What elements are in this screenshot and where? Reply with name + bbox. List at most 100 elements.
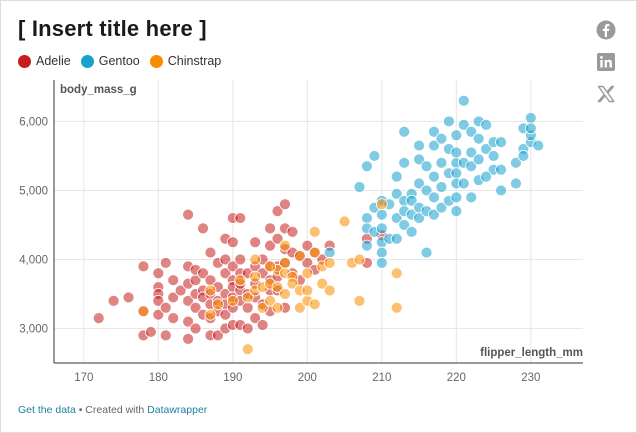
data-point-gentoo[interactable]: [465, 146, 478, 159]
data-point-chinstrap[interactable]: [241, 291, 254, 304]
data-point-adelie[interactable]: [234, 253, 247, 266]
data-point-gentoo[interactable]: [450, 205, 463, 218]
data-point-gentoo[interactable]: [405, 194, 418, 207]
data-point-gentoo[interactable]: [487, 150, 500, 162]
data-point-gentoo[interactable]: [442, 115, 455, 128]
data-point-gentoo[interactable]: [413, 139, 425, 152]
data-point-gentoo[interactable]: [390, 212, 403, 224]
data-point-chinstrap[interactable]: [390, 267, 403, 280]
legend-item-gentoo[interactable]: Gentoo: [80, 54, 140, 68]
data-point-chinstrap[interactable]: [390, 301, 403, 314]
data-point-adelie[interactable]: [189, 301, 202, 314]
data-point-chinstrap[interactable]: [241, 343, 254, 356]
data-point-adelie[interactable]: [249, 312, 262, 325]
data-point-gentoo[interactable]: [413, 212, 425, 224]
data-point-adelie[interactable]: [122, 291, 135, 304]
data-point-chinstrap[interactable]: [286, 277, 299, 290]
data-point-gentoo[interactable]: [405, 225, 418, 238]
data-point-adelie[interactable]: [264, 239, 276, 252]
data-point-gentoo[interactable]: [510, 177, 522, 190]
data-point-gentoo[interactable]: [524, 112, 537, 124]
data-point-gentoo[interactable]: [398, 219, 411, 231]
data-point-chinstrap[interactable]: [293, 250, 306, 262]
data-point-chinstrap[interactable]: [293, 301, 306, 314]
data-point-gentoo[interactable]: [420, 246, 433, 259]
data-point-gentoo[interactable]: [457, 94, 470, 107]
data-point-gentoo[interactable]: [323, 246, 336, 259]
data-point-chinstrap[interactable]: [271, 301, 284, 314]
data-point-gentoo[interactable]: [435, 132, 448, 145]
data-point-adelie[interactable]: [271, 232, 284, 245]
data-point-chinstrap[interactable]: [137, 305, 150, 318]
data-point-chinstrap[interactable]: [256, 301, 269, 314]
data-point-chinstrap[interactable]: [279, 257, 291, 269]
data-point-chinstrap[interactable]: [301, 284, 314, 297]
data-point-gentoo[interactable]: [517, 150, 530, 162]
data-point-gentoo[interactable]: [375, 222, 388, 235]
data-point-gentoo[interactable]: [480, 170, 493, 183]
data-point-adelie[interactable]: [167, 291, 180, 304]
data-point-adelie[interactable]: [152, 267, 165, 280]
facebook-icon[interactable]: [596, 20, 616, 40]
data-point-gentoo[interactable]: [390, 232, 403, 245]
data-point-adelie[interactable]: [144, 326, 157, 338]
data-point-gentoo[interactable]: [375, 208, 388, 221]
data-point-chinstrap[interactable]: [204, 284, 217, 297]
data-point-adelie[interactable]: [167, 274, 180, 287]
data-point-adelie[interactable]: [226, 260, 239, 273]
data-point-chinstrap[interactable]: [226, 294, 239, 307]
data-point-gentoo[interactable]: [390, 170, 403, 183]
data-point-chinstrap[interactable]: [249, 270, 262, 283]
data-point-adelie[interactable]: [204, 246, 217, 259]
data-point-adelie[interactable]: [182, 332, 195, 345]
data-point-adelie[interactable]: [226, 236, 239, 249]
data-point-adelie[interactable]: [182, 208, 195, 221]
data-point-chinstrap[interactable]: [271, 281, 284, 293]
data-point-chinstrap[interactable]: [323, 284, 336, 297]
data-point-chinstrap[interactable]: [338, 215, 351, 228]
data-point-chinstrap[interactable]: [234, 274, 247, 287]
data-point-gentoo[interactable]: [353, 181, 366, 193]
data-point-gentoo[interactable]: [465, 125, 478, 138]
data-point-adelie[interactable]: [271, 205, 284, 218]
data-point-gentoo[interactable]: [472, 132, 485, 145]
data-point-adelie[interactable]: [182, 294, 195, 307]
legend-item-chinstrap[interactable]: Chinstrap: [149, 54, 221, 68]
data-point-adelie[interactable]: [107, 294, 120, 307]
data-point-chinstrap[interactable]: [308, 298, 321, 311]
data-point-adelie[interactable]: [152, 294, 165, 307]
data-point-chinstrap[interactable]: [204, 308, 217, 321]
data-point-gentoo[interactable]: [480, 143, 493, 155]
data-point-gentoo[interactable]: [495, 136, 507, 149]
data-point-gentoo[interactable]: [361, 212, 373, 224]
data-point-adelie[interactable]: [137, 260, 150, 273]
data-point-gentoo[interactable]: [428, 125, 440, 138]
data-point-gentoo[interactable]: [375, 257, 388, 269]
data-point-chinstrap[interactable]: [375, 198, 388, 211]
data-point-gentoo[interactable]: [450, 167, 463, 180]
data-point-adelie[interactable]: [219, 267, 232, 280]
data-point-gentoo[interactable]: [524, 122, 537, 135]
data-point-adelie[interactable]: [286, 225, 299, 238]
data-point-gentoo[interactable]: [495, 163, 507, 176]
data-point-chinstrap[interactable]: [316, 277, 329, 290]
data-point-chinstrap[interactable]: [279, 239, 291, 252]
data-point-gentoo[interactable]: [428, 191, 440, 204]
data-point-gentoo[interactable]: [420, 184, 433, 197]
data-point-chinstrap[interactable]: [249, 253, 262, 266]
data-point-gentoo[interactable]: [450, 129, 463, 142]
data-point-adelie[interactable]: [197, 222, 209, 235]
data-point-chinstrap[interactable]: [212, 298, 224, 311]
get-data-link[interactable]: Get the data: [18, 404, 76, 416]
data-point-adelie[interactable]: [197, 267, 209, 280]
data-point-adelie[interactable]: [264, 222, 276, 235]
data-point-gentoo[interactable]: [457, 118, 470, 131]
data-point-chinstrap[interactable]: [308, 225, 321, 238]
data-point-gentoo[interactable]: [398, 125, 411, 138]
data-point-chinstrap[interactable]: [264, 294, 276, 307]
data-point-chinstrap[interactable]: [279, 288, 291, 300]
data-point-adelie[interactable]: [167, 312, 180, 325]
data-point-gentoo[interactable]: [428, 139, 440, 152]
data-point-adelie[interactable]: [159, 257, 172, 269]
data-point-adelie[interactable]: [174, 284, 187, 297]
